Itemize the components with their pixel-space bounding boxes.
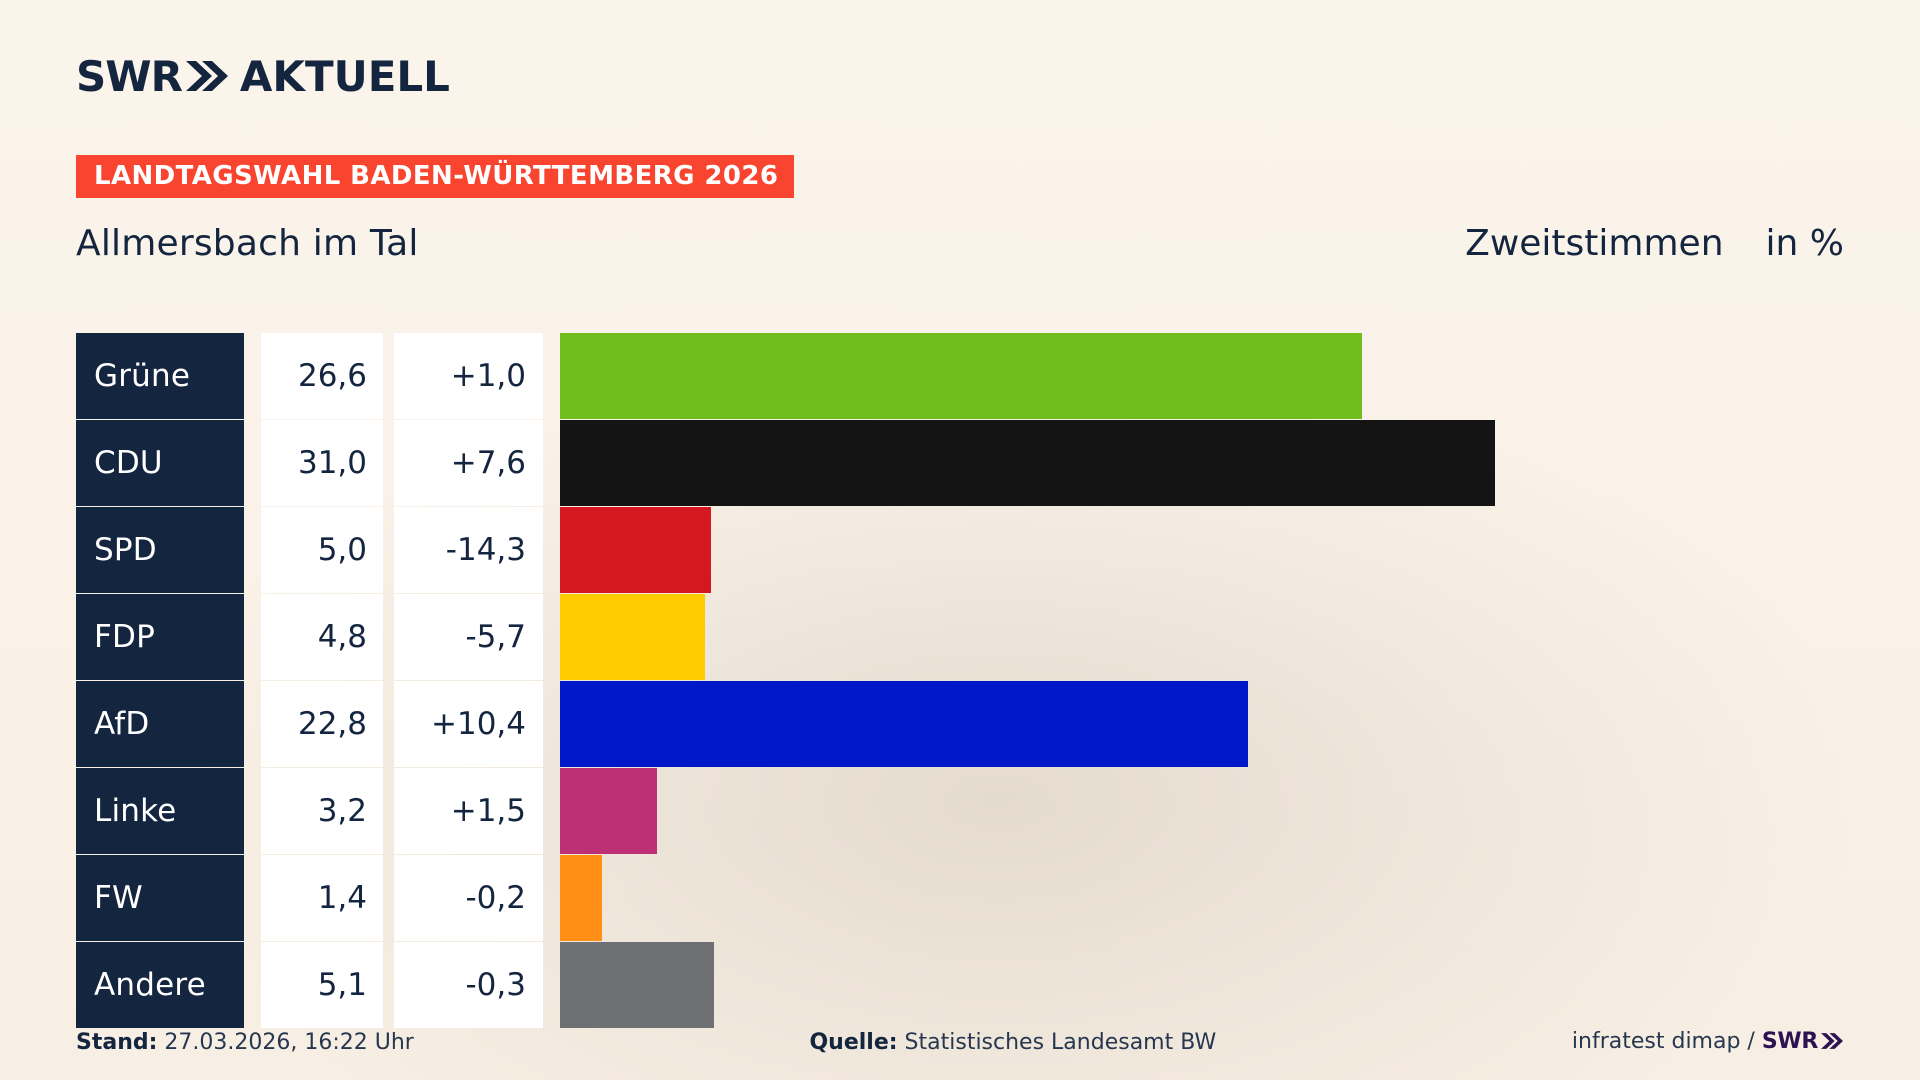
vote-share-cell: 3,2: [261, 768, 383, 854]
bar-track: [560, 681, 1848, 767]
cell-spacer: [383, 594, 394, 680]
stand-info: Stand: 27.03.2026, 16:22 Uhr: [76, 1030, 414, 1055]
stand-label: Stand:: [76, 1029, 158, 1055]
quelle-label: Quelle:: [809, 1029, 898, 1055]
party-label-cell: Grüne: [76, 333, 244, 419]
vote-share-cell: 26,6: [261, 333, 383, 419]
table-row: AfD 22,8 +10,4: [76, 681, 1848, 767]
footer-double-chevron-right-icon: [1820, 1032, 1844, 1055]
results-bar-chart: Grüne 26,6 +1,0 CDU 31,0 +7,6 SPD 5,0 -14,3 FDP 4,…: [76, 333, 1848, 1029]
vote-share-cell: 5,1: [261, 942, 383, 1028]
credits: infratest dimap / SWR: [1572, 1029, 1844, 1055]
party-label-cell: SPD: [76, 507, 244, 593]
bar-afd: [560, 681, 1248, 767]
broadcaster-name: SWR: [1761, 1029, 1818, 1054]
change-cell: +10,4: [394, 681, 543, 767]
bar-track: [560, 768, 1848, 854]
change-cell: -0,2: [394, 855, 543, 941]
source-info: Quelle: Statistisches Landesamt BW: [414, 1030, 1572, 1055]
swr-aktuell-logo: SWR AKTUELL: [76, 50, 450, 104]
party-label-cell: Linke: [76, 768, 244, 854]
double-chevron-right-icon: [184, 59, 230, 96]
logo-aktuell-text: AKTUELL: [239, 52, 450, 101]
bar-fw: [560, 855, 603, 941]
change-cell: -14,3: [394, 507, 543, 593]
vote-type-group: Zweitstimmen in %: [1465, 223, 1844, 264]
footer: Stand: 27.03.2026, 16:22 Uhr Quelle: Sta…: [76, 1022, 1844, 1062]
cell-spacer: [383, 420, 394, 506]
party-label-cell: FW: [76, 855, 244, 941]
table-row: CDU 31,0 +7,6: [76, 420, 1848, 506]
cell-spacer: [244, 855, 261, 941]
party-label-cell: FDP: [76, 594, 244, 680]
cell-spacer: [383, 681, 394, 767]
bar-linke: [560, 768, 657, 854]
change-cell: -0,3: [394, 942, 543, 1028]
cell-spacer: [244, 420, 261, 506]
bar-andere: [560, 942, 714, 1028]
table-row: Linke 3,2 +1,5: [76, 768, 1848, 854]
subtitle-row: Allmersbach im Tal Zweitstimmen in %: [76, 218, 1844, 268]
party-label-cell: Andere: [76, 942, 244, 1028]
change-cell: -5,7: [394, 594, 543, 680]
logo-swr-text: SWR: [76, 52, 183, 101]
cell-spacer: [383, 855, 394, 941]
bar-track: [560, 420, 1848, 506]
bar-track: [560, 942, 1848, 1028]
table-row: Andere 5,1 -0,3: [76, 942, 1848, 1028]
party-label-cell: CDU: [76, 420, 244, 506]
bar-track: [560, 855, 1848, 941]
cell-spacer: [244, 768, 261, 854]
stand-value: 27.03.2026, 16:22 Uhr: [164, 1029, 414, 1055]
election-title-banner: LANDTAGSWAHL BADEN-WÜRTTEMBERG 2026: [76, 155, 795, 198]
bar-track: [560, 507, 1848, 593]
quelle-value: Statistisches Landesamt BW: [904, 1029, 1217, 1055]
cell-spacer: [383, 942, 394, 1028]
change-cell: +7,6: [394, 420, 543, 506]
bar-track: [560, 594, 1848, 680]
vote-share-cell: 22,8: [261, 681, 383, 767]
vote-share-cell: 1,4: [261, 855, 383, 941]
table-row: Grüne 26,6 +1,0: [76, 333, 1848, 419]
cell-spacer: [244, 594, 261, 680]
vote-share-cell: 5,0: [261, 507, 383, 593]
cell-spacer: [244, 333, 261, 419]
change-cell: +1,0: [394, 333, 543, 419]
cell-spacer: [383, 333, 394, 419]
table-row: FDP 4,8 -5,7: [76, 594, 1848, 680]
change-cell: +1,5: [394, 768, 543, 854]
table-row: SPD 5,0 -14,3: [76, 507, 1848, 593]
vote-type-label: Zweitstimmen: [1465, 222, 1724, 264]
bar-cdu: [560, 420, 1496, 506]
institute-name: infratest dimap /: [1571, 1029, 1755, 1054]
bar-track: [560, 333, 1848, 419]
cell-spacer: [244, 681, 261, 767]
bar-grüne: [560, 333, 1363, 419]
party-label-cell: AfD: [76, 681, 244, 767]
bar-spd: [560, 507, 711, 593]
bar-fdp: [560, 594, 705, 680]
unit-label: in %: [1765, 222, 1844, 264]
cell-spacer: [244, 942, 261, 1028]
table-row: FW 1,4 -0,2: [76, 855, 1848, 941]
cell-spacer: [383, 768, 394, 854]
municipality-name: Allmersbach im Tal: [76, 222, 419, 264]
cell-spacer: [244, 507, 261, 593]
vote-share-cell: 4,8: [261, 594, 383, 680]
vote-share-cell: 31,0: [261, 420, 383, 506]
cell-spacer: [383, 507, 394, 593]
